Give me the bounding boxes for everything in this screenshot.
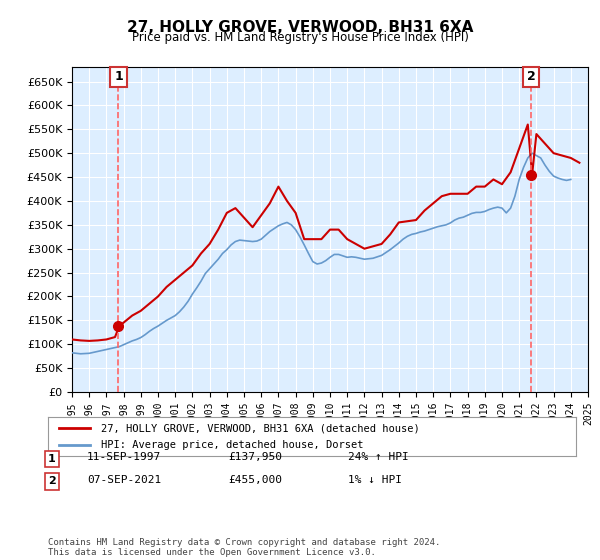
Text: 27, HOLLY GROVE, VERWOOD, BH31 6XA (detached house): 27, HOLLY GROVE, VERWOOD, BH31 6XA (deta… <box>101 423 419 433</box>
Text: HPI: Average price, detached house, Dorset: HPI: Average price, detached house, Dors… <box>101 440 364 450</box>
Text: Contains HM Land Registry data © Crown copyright and database right 2024.
This d: Contains HM Land Registry data © Crown c… <box>48 538 440 557</box>
Text: Price paid vs. HM Land Registry's House Price Index (HPI): Price paid vs. HM Land Registry's House … <box>131 31 469 44</box>
Text: £455,000: £455,000 <box>228 475 282 485</box>
Text: £137,950: £137,950 <box>228 452 282 463</box>
Text: 27, HOLLY GROVE, VERWOOD, BH31 6XA: 27, HOLLY GROVE, VERWOOD, BH31 6XA <box>127 20 473 35</box>
Text: 07-SEP-2021: 07-SEP-2021 <box>87 475 161 485</box>
Text: 1% ↓ HPI: 1% ↓ HPI <box>348 475 402 485</box>
Text: 1: 1 <box>48 454 56 464</box>
Text: 1: 1 <box>114 71 123 83</box>
Text: 2: 2 <box>527 71 536 83</box>
Text: 2: 2 <box>48 477 56 487</box>
Text: 11-SEP-1997: 11-SEP-1997 <box>87 452 161 463</box>
Text: 24% ↑ HPI: 24% ↑ HPI <box>348 452 409 463</box>
